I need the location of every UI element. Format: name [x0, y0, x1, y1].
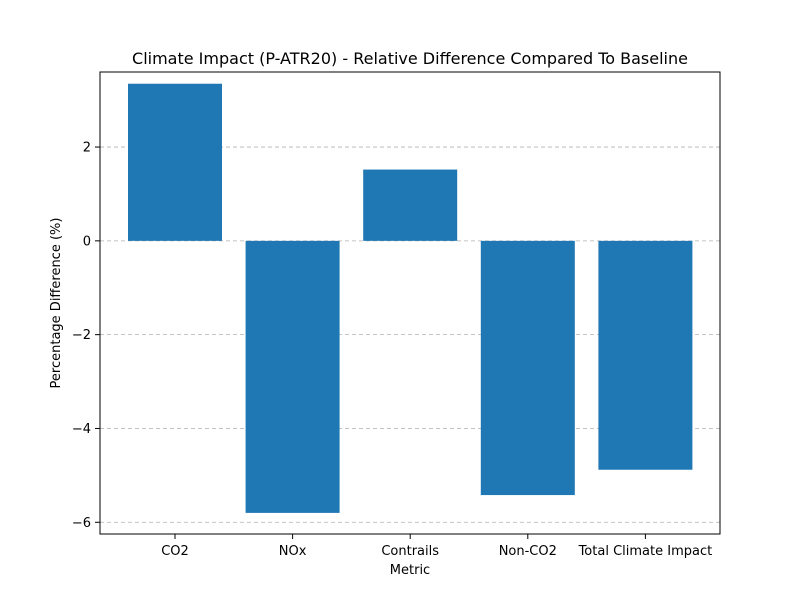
y-axis-label: Percentage Difference (%): [49, 218, 64, 389]
y-tick-label: 2: [83, 141, 91, 156]
bar-co2: [128, 83, 222, 241]
bar-nox: [245, 240, 340, 513]
x-tick-label: Non-CO2: [499, 544, 557, 559]
bar-total-climate-impact: [598, 240, 693, 470]
y-tick-label: −2: [72, 328, 91, 343]
chart-title: Climate Impact (P-ATR20) - Relative Diff…: [132, 49, 688, 68]
grid-layer: [100, 146, 720, 523]
bar-non-co2: [480, 240, 575, 496]
y-tick-label: −6: [72, 516, 91, 531]
bar-contrails: [363, 169, 458, 241]
x-axis: CO2 NOx Contrails Non-CO2 Total Climate Impa…: [161, 534, 712, 559]
bar-layer: [128, 83, 693, 513]
x-axis-label: Metric: [390, 563, 430, 578]
y-axis: 2 0 −2 −4 −6: [72, 141, 100, 531]
y-tick-label: 0: [83, 234, 91, 249]
x-tick-label: Contrails: [381, 544, 439, 559]
x-tick-label: Total Climate Impact: [578, 544, 713, 559]
x-tick-label: CO2: [161, 544, 189, 559]
x-tick-label: NOx: [279, 544, 307, 559]
y-tick-label: −4: [72, 422, 91, 437]
